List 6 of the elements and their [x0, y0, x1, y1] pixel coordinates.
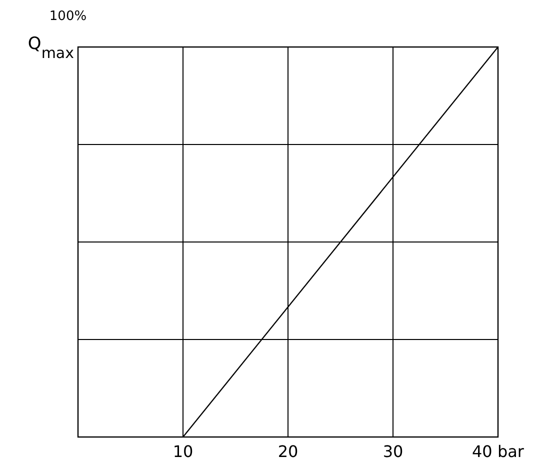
x-tick-label: 30: [382, 442, 404, 461]
x-tick-label: 10: [172, 442, 194, 461]
x-tick-label: 20: [278, 442, 298, 461]
text: 100%: [49, 9, 87, 24]
y-axis-title: Q$_{max}$: [28, 34, 74, 62]
x-tick-label: 40 bar: [472, 442, 524, 461]
